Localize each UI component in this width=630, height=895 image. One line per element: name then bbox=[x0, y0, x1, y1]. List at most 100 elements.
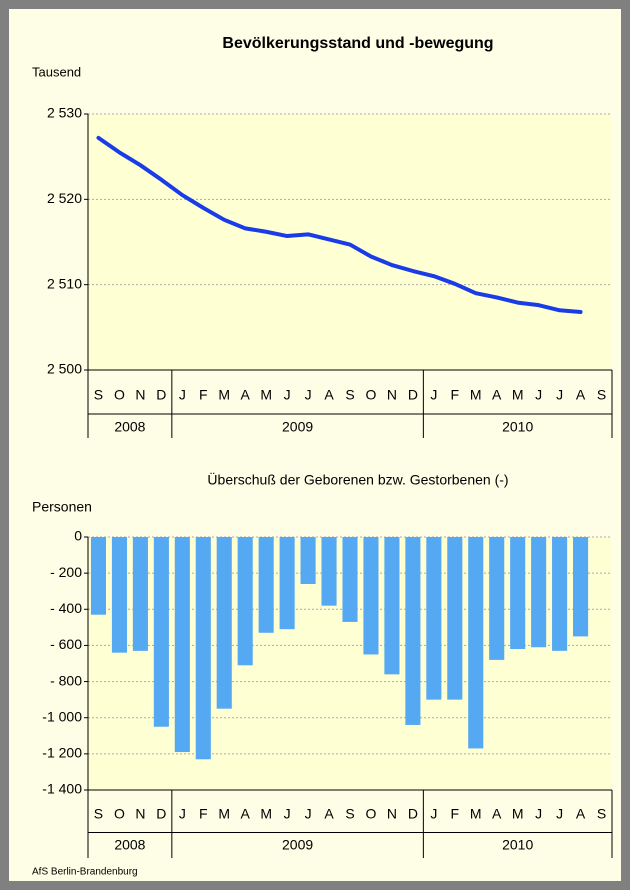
bar bbox=[552, 537, 568, 651]
bar bbox=[573, 537, 589, 637]
x-tick-label: J bbox=[535, 387, 542, 403]
x-tick-label: M bbox=[218, 387, 230, 403]
y-tick-label: 2 500 bbox=[47, 361, 82, 377]
x-tick-label: J bbox=[284, 806, 291, 822]
chart-subtitle: Überschuß der Geborenen bzw. Gestorbenen… bbox=[207, 471, 508, 488]
x-tick-label: M bbox=[512, 806, 524, 822]
bar bbox=[426, 537, 442, 700]
bar bbox=[447, 537, 463, 700]
year-label: 2009 bbox=[282, 419, 313, 435]
x-tick-label: J bbox=[179, 387, 186, 403]
bar bbox=[342, 537, 358, 622]
x-tick-label: N bbox=[387, 806, 397, 822]
x-tick-label: N bbox=[135, 806, 145, 822]
x-tick-label: M bbox=[470, 387, 482, 403]
bar bbox=[174, 537, 190, 753]
x-tick-label: M bbox=[260, 806, 272, 822]
year-label: 2010 bbox=[502, 837, 533, 853]
bar bbox=[195, 537, 211, 760]
x-tick-label: S bbox=[94, 806, 103, 822]
x-tick-label: A bbox=[324, 387, 334, 403]
year-label: 2010 bbox=[502, 419, 533, 435]
x-tick-label: J bbox=[430, 387, 437, 403]
bar bbox=[132, 537, 148, 651]
x-tick-label: D bbox=[156, 387, 166, 403]
y-axis-title: Personen bbox=[32, 499, 92, 515]
x-tick-label: M bbox=[218, 806, 230, 822]
y-tick-label: - 800 bbox=[50, 672, 82, 688]
x-tick-label: M bbox=[260, 387, 272, 403]
y-tick-label: -1 200 bbox=[42, 745, 82, 761]
x-tick-label: M bbox=[470, 806, 482, 822]
x-tick-label: O bbox=[366, 806, 377, 822]
bar bbox=[258, 537, 274, 633]
x-tick-label: F bbox=[451, 387, 460, 403]
bar bbox=[405, 537, 421, 725]
x-tick-label: A bbox=[576, 387, 586, 403]
x-tick-label: A bbox=[492, 806, 502, 822]
x-tick-label: D bbox=[408, 806, 418, 822]
source: AfS Berlin-Brandenburg bbox=[32, 867, 138, 878]
bar bbox=[321, 537, 337, 606]
x-tick-label: N bbox=[135, 387, 145, 403]
x-tick-label: O bbox=[114, 806, 125, 822]
bar bbox=[237, 537, 253, 666]
bar bbox=[468, 537, 484, 749]
x-tick-label: J bbox=[305, 806, 312, 822]
y-tick-label: - 400 bbox=[50, 600, 82, 616]
plot-area bbox=[88, 114, 612, 370]
x-tick-label: A bbox=[241, 806, 251, 822]
bar bbox=[489, 537, 505, 660]
x-tick-label: S bbox=[94, 387, 103, 403]
y-tick-label: 0 bbox=[74, 528, 82, 544]
x-tick-label: J bbox=[535, 806, 542, 822]
x-tick-label: O bbox=[366, 387, 377, 403]
x-tick-label: S bbox=[345, 806, 354, 822]
x-tick-label: F bbox=[199, 387, 208, 403]
x-tick-label: J bbox=[305, 387, 312, 403]
x-tick-label: J bbox=[430, 806, 437, 822]
x-tick-label: A bbox=[492, 387, 502, 403]
bar bbox=[111, 537, 127, 653]
x-tick-label: J bbox=[284, 387, 291, 403]
y-axis-title: Tausend bbox=[32, 64, 81, 79]
x-tick-label: A bbox=[576, 806, 586, 822]
year-label: 2009 bbox=[282, 837, 313, 853]
bar bbox=[279, 537, 295, 630]
y-tick-label: -1 400 bbox=[42, 781, 82, 797]
y-tick-label: 2 520 bbox=[47, 190, 82, 206]
x-tick-label: F bbox=[451, 806, 460, 822]
year-label: 2008 bbox=[114, 419, 145, 435]
year-label: 2008 bbox=[114, 837, 145, 853]
bar bbox=[300, 537, 316, 584]
x-tick-label: F bbox=[199, 806, 208, 822]
x-tick-label: J bbox=[556, 387, 563, 403]
y-tick-label: - 600 bbox=[50, 636, 82, 652]
x-tick-label: A bbox=[324, 806, 334, 822]
y-tick-label: 2 530 bbox=[47, 105, 82, 121]
x-tick-label: A bbox=[241, 387, 251, 403]
x-tick-label: S bbox=[345, 387, 354, 403]
line-series bbox=[96, 135, 583, 314]
bar bbox=[510, 537, 526, 650]
y-tick-label: 2 510 bbox=[47, 275, 82, 291]
chart-title: Bevölkerungsstand und -bewegung bbox=[222, 35, 493, 52]
x-tick-label: M bbox=[512, 387, 524, 403]
x-tick-label: S bbox=[597, 806, 606, 822]
x-tick-label: J bbox=[556, 806, 563, 822]
x-tick-label: J bbox=[179, 806, 186, 822]
x-tick-label: D bbox=[156, 806, 166, 822]
bar bbox=[531, 537, 547, 648]
x-tick-label: O bbox=[114, 387, 125, 403]
x-tick-label: S bbox=[597, 387, 606, 403]
y-tick-label: -1 000 bbox=[42, 708, 82, 724]
bar bbox=[216, 537, 232, 709]
x-tick-label: N bbox=[387, 387, 397, 403]
bar bbox=[363, 537, 379, 655]
bar bbox=[384, 537, 400, 675]
x-tick-label: D bbox=[408, 387, 418, 403]
y-tick-label: - 200 bbox=[50, 564, 82, 580]
bar bbox=[90, 537, 107, 615]
bar bbox=[153, 537, 169, 727]
